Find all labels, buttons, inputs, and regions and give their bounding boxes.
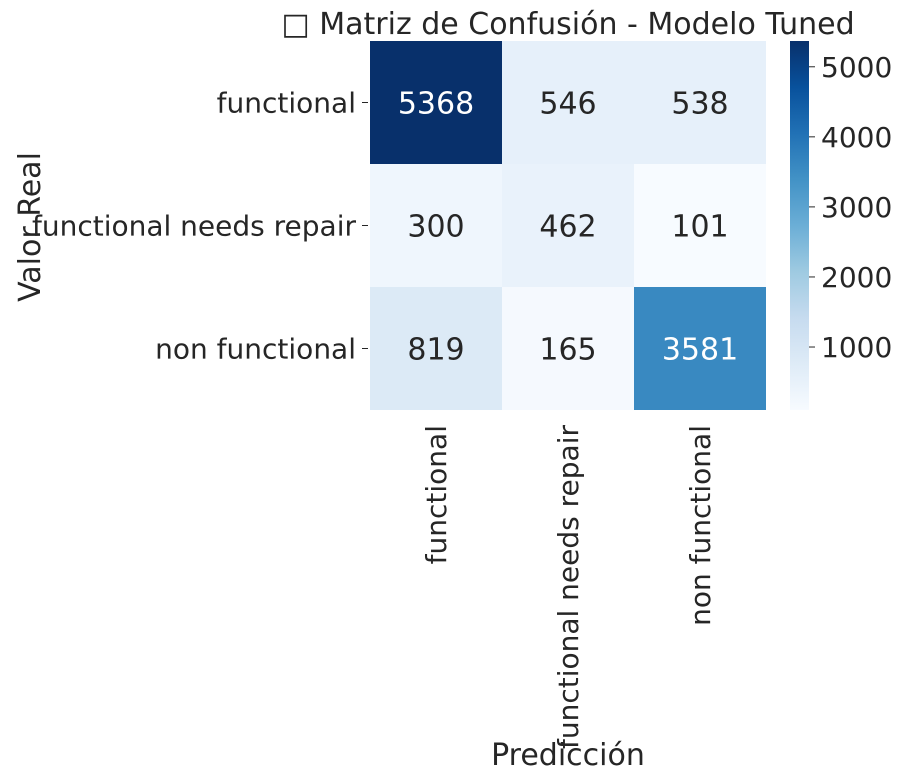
y-tick-labels: functional functional needs repair non fun… [32, 87, 368, 366]
heatmap-cell [634, 287, 766, 410]
colorbar-tick-label: 1000 [821, 331, 892, 364]
y-axis-title: Valor Real [13, 152, 48, 302]
heatmap-cells: 5368 546 538 300 462 101 819 165 3581 [370, 41, 766, 410]
cell-value-label: 300 [407, 210, 464, 245]
colorbar-tick-label: 3000 [821, 191, 892, 224]
x-tick-labels: functional functional needs repair non fun… [420, 425, 717, 750]
heatmap-cell [502, 287, 634, 410]
colorbar-ticks: 1000 2000 3000 4000 5000 [809, 51, 892, 364]
y-tick-label: functional needs repair [32, 210, 357, 243]
heatmap-cell [634, 164, 766, 287]
colorbar-tick-label: 4000 [821, 121, 892, 154]
cell-value-label: 538 [671, 87, 728, 122]
cell-value-label: 3581 [662, 333, 738, 368]
colorbar-tick-label: 5000 [821, 51, 892, 84]
cell-value-label: 101 [671, 210, 728, 245]
heatmap-cell [502, 41, 634, 164]
cell-value-label: 5368 [398, 87, 474, 122]
heatmap-cell [502, 164, 634, 287]
chart-title: □ Matriz de Confusión - Modelo Tuned [281, 7, 854, 42]
heatmap-cell [370, 287, 502, 410]
cell-value-label: 546 [539, 87, 596, 122]
cell-value-label: 165 [539, 333, 596, 368]
heatmap-cell [370, 41, 502, 164]
colorbar-tick-label: 2000 [821, 261, 892, 294]
x-tick-label: non functional [684, 425, 717, 626]
y-tick-label: functional [217, 87, 356, 120]
cell-value-label: 819 [407, 333, 464, 368]
colorbar [790, 41, 809, 410]
cell-value-label: 462 [539, 210, 596, 245]
heatmap-cell [634, 41, 766, 164]
x-axis-title: Predicción [491, 738, 645, 773]
y-tick-label: non functional [155, 333, 356, 366]
x-tick-label: functional [420, 425, 453, 564]
heatmap-cell [370, 164, 502, 287]
x-tick-label: functional needs repair [552, 425, 585, 750]
